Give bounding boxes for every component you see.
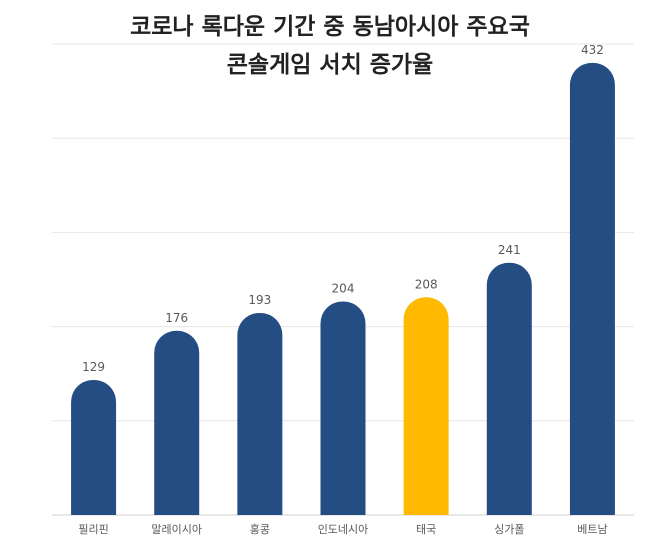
- category-label: 싱가폴: [494, 523, 524, 536]
- bar-베트남: [569, 62, 615, 516]
- category-label: 태국: [416, 523, 436, 536]
- bar-싱가폴: [486, 262, 532, 515]
- category-label: 필리핀: [78, 523, 108, 536]
- bar-말레이시아: [154, 330, 200, 515]
- category-label: 말레이시아: [151, 523, 202, 536]
- data-label: 241: [498, 243, 521, 257]
- bar-홍콩: [237, 312, 283, 515]
- bar-인도네시아: [320, 301, 366, 515]
- data-label: 208: [415, 277, 438, 291]
- bar-필리핀: [71, 379, 117, 515]
- data-label: 129: [82, 360, 105, 374]
- chart-title-line2: 콘솔게임 서치 증가율: [226, 52, 434, 78]
- category-label: 인도네시아: [318, 523, 369, 536]
- data-label: 204: [332, 281, 355, 295]
- chart-title-line1: 코로나 록다운 기간 중 동남아시아 주요국: [130, 14, 530, 40]
- data-label: 176: [165, 311, 188, 325]
- data-label: 432: [581, 43, 604, 57]
- category-label: 홍콩: [250, 522, 270, 536]
- bar-태국: [403, 297, 449, 515]
- category-label: 베트남: [577, 523, 607, 536]
- chart-title: 코로나 록다운 기간 중 동남아시아 주요국 콘솔게임 서치 증가율: [0, 8, 660, 84]
- data-label: 193: [248, 293, 271, 307]
